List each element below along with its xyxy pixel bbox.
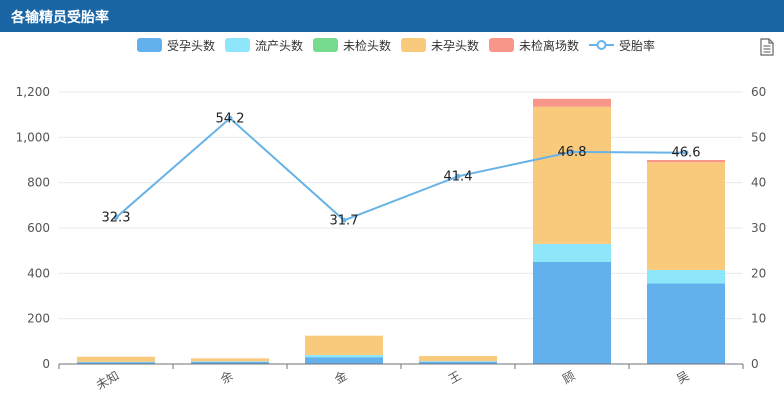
- y-left-tick-label: 600: [27, 221, 50, 235]
- x-tick-label: 金: [332, 368, 350, 387]
- y-left-tick-label: 800: [27, 176, 50, 190]
- legend-item-conceived[interactable]: 受孕头数: [137, 34, 215, 56]
- legend-label: 未检离场数: [519, 38, 580, 53]
- bar-segment: [305, 357, 383, 364]
- data-label: 41.4: [444, 169, 473, 184]
- x-tick-label: 余: [218, 368, 236, 387]
- legend-swatch: [137, 38, 162, 52]
- bar-segment: [419, 356, 497, 362]
- title-bar: 各输精员受胎率: [0, 0, 784, 32]
- legend-line-icon: [589, 40, 614, 50]
- y-left-tick-label: 400: [27, 266, 50, 280]
- legend-swatch: [401, 38, 426, 52]
- x-tick-label: 顾: [560, 368, 577, 386]
- y-left-tick-label: 1,000: [16, 130, 50, 144]
- legend-item-unchecked-left[interactable]: 未检离场数: [489, 34, 579, 56]
- bar-segment: [647, 162, 725, 270]
- legend-label: 未孕头数: [431, 38, 480, 53]
- x-tick-label: 未知: [94, 368, 122, 392]
- data-label: 46.8: [558, 145, 587, 160]
- legend-swatch: [489, 38, 514, 52]
- bar-segment: [533, 262, 611, 364]
- chart-title: 各输精员受胎率: [11, 10, 109, 26]
- legend-item-aborted[interactable]: 流产头数: [225, 34, 303, 56]
- y-right-tick-label: 10: [751, 312, 766, 326]
- line-point: [341, 217, 347, 223]
- y-right-tick-label: 0: [751, 357, 759, 371]
- data-label: 46.6: [672, 146, 701, 161]
- line-point: [113, 215, 119, 221]
- y-left-tick-label: 1,200: [16, 85, 50, 99]
- x-tick-label: 吴: [674, 368, 691, 386]
- bar-segment: [77, 362, 155, 364]
- bar-segment: [533, 106, 611, 244]
- legend-item-not-conceived[interactable]: 未孕头数: [401, 34, 479, 56]
- bar-segment: [191, 361, 269, 364]
- y-right-tick-label: 50: [751, 130, 766, 144]
- legend-label: 未检头数: [343, 38, 392, 53]
- conception-rate-line: [115, 116, 687, 222]
- line-point: [683, 150, 689, 156]
- bar-segment: [77, 356, 155, 362]
- data-label: 54.2: [216, 111, 245, 126]
- legend-label: 流产头数: [255, 38, 304, 53]
- line-point: [227, 115, 233, 121]
- line-point: [455, 173, 461, 179]
- bar-segment: [533, 98, 611, 107]
- bar-segment: [533, 243, 611, 262]
- line-point: [569, 149, 575, 155]
- y-right-tick-label: 60: [751, 85, 766, 99]
- bar-segment: [419, 361, 497, 364]
- document-icon[interactable]: [759, 38, 775, 56]
- bar-segment: [419, 361, 497, 362]
- legend-label: 受胎率: [619, 38, 656, 53]
- bar-segment: [647, 283, 725, 364]
- y-right-tick-label: 30: [751, 221, 766, 235]
- data-label: 31.7: [330, 213, 359, 228]
- legend-item-unchecked[interactable]: 未检头数: [313, 34, 391, 56]
- bar-segment: [191, 358, 269, 362]
- data-label: 32.3: [102, 211, 131, 226]
- bar-segment: [305, 335, 383, 355]
- y-left-tick-label: 200: [27, 312, 50, 326]
- legend: 受孕头数 流产头数 未检头数 未孕头数 未检离场数 受胎率: [0, 34, 784, 56]
- bar-segment: [647, 269, 725, 284]
- legend-swatch: [225, 38, 250, 52]
- y-right-tick-label: 40: [751, 176, 766, 190]
- bar-segment: [305, 354, 383, 358]
- legend-swatch: [313, 38, 338, 52]
- legend-label: 受孕头数: [167, 38, 216, 53]
- bar-segment: [647, 160, 725, 163]
- legend-item-conception-rate[interactable]: 受胎率: [589, 34, 655, 56]
- y-right-tick-label: 20: [751, 266, 766, 280]
- x-tick-label: 王: [446, 368, 463, 386]
- y-left-tick-label: 0: [42, 357, 50, 371]
